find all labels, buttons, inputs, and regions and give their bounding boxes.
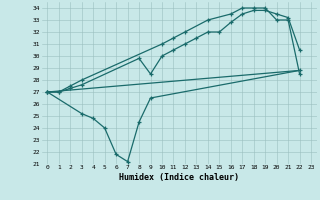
X-axis label: Humidex (Indice chaleur): Humidex (Indice chaleur) xyxy=(119,173,239,182)
